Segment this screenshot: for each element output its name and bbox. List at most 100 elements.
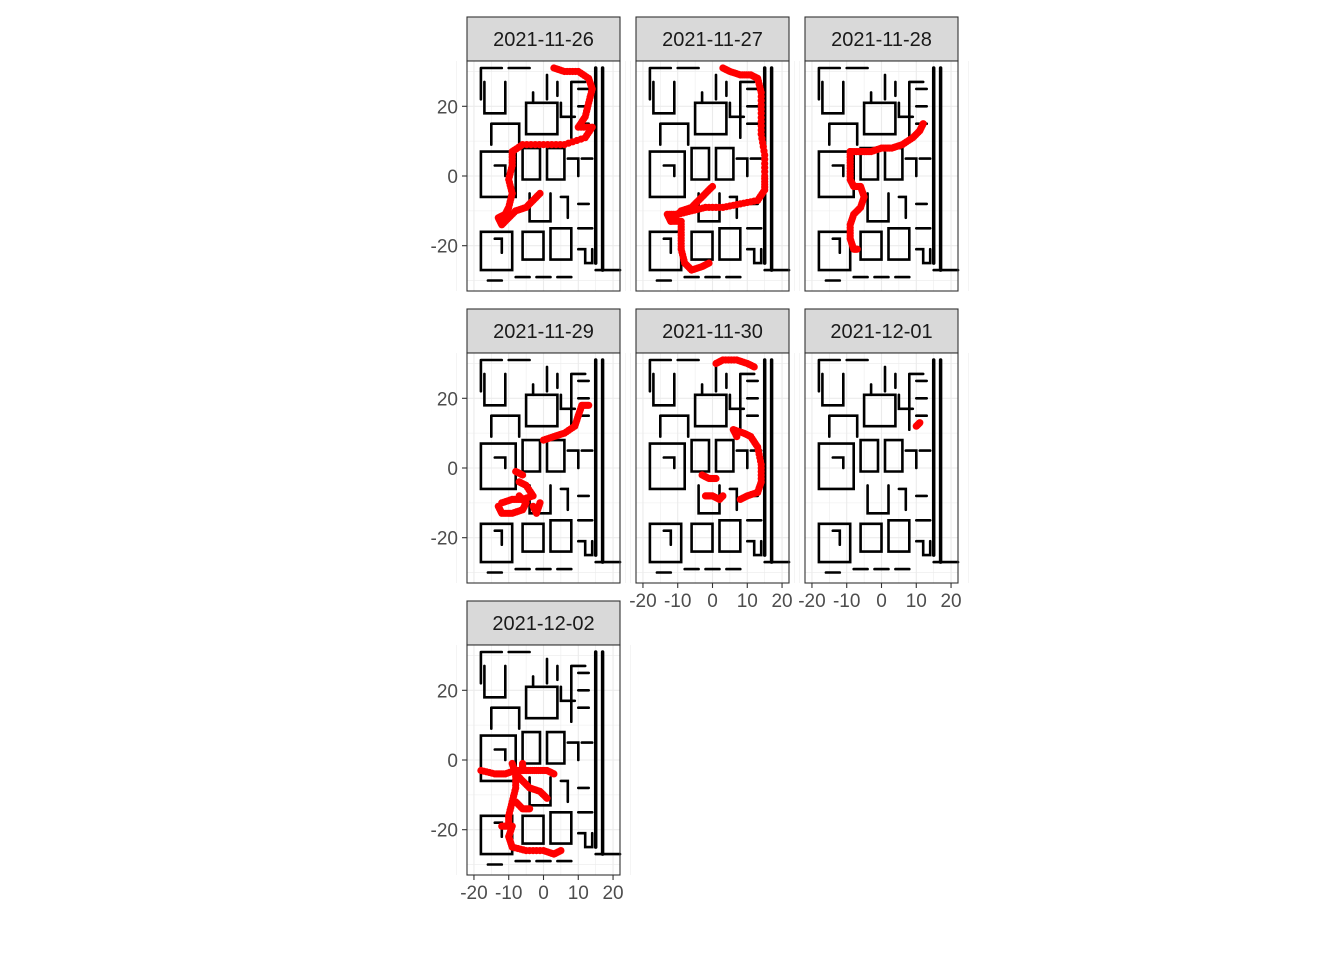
floorplan-wall: [862, 393, 897, 428]
facet-panel-2021-11-27: 2021-11-27: [625, 16, 800, 292]
floorplan-wall: [817, 230, 852, 272]
data-point: [712, 474, 720, 483]
floorplan-wall: [735, 449, 749, 470]
x-tick-label: -20: [460, 883, 487, 904]
floorplan-wall: [746, 87, 759, 125]
floorplan-wall: [690, 438, 711, 473]
data-point: [719, 492, 727, 500]
floorplan-wall: [828, 122, 859, 146]
floorplan-wall: [714, 365, 728, 393]
floorplan-wall: [817, 442, 855, 491]
position-points: [477, 759, 565, 858]
y-tick-label: 0: [447, 751, 458, 772]
floorplan-wall: [521, 522, 545, 553]
floorplan: [817, 66, 960, 282]
y-tick-label: 20: [437, 97, 458, 118]
floorplan-wall: [483, 664, 507, 699]
y-tick-label: 0: [447, 167, 458, 188]
data-point: [919, 120, 927, 128]
floorplan-wall: [479, 522, 514, 564]
floorplan-wall: [662, 529, 673, 546]
floorplan-wall: [866, 192, 890, 223]
floorplan-wall: [831, 237, 842, 254]
floorplan-wall: [908, 80, 925, 139]
floorplan-wall: [817, 522, 852, 564]
floorplan-wall: [479, 66, 531, 101]
floorplan-wall: [524, 393, 559, 428]
floorplan-wall: [493, 529, 504, 546]
floorplan-wall: [490, 414, 521, 438]
floorplan-wall: [545, 146, 566, 181]
floorplan: [479, 650, 622, 866]
data-point: [708, 182, 717, 191]
floorplan-wall: [746, 379, 759, 417]
facet-panel-2021-11-29: 2021-11-29 -20 0 20: [431, 308, 631, 584]
facet-strip-label: 2021-12-02: [492, 613, 594, 635]
x-tick-label: 10: [906, 591, 927, 612]
x-tick-label: -10: [664, 591, 691, 612]
data-point: [519, 471, 527, 479]
floorplan-wall: [559, 195, 570, 220]
floorplan-wall: [897, 195, 908, 220]
floorplan-wall: [521, 438, 542, 473]
floorplan-wall: [570, 664, 587, 723]
x-tick-label: 10: [737, 591, 758, 612]
data-point: [526, 805, 534, 813]
facet-strip-label: 2021-12-01: [830, 321, 932, 343]
floorplan-wall: [659, 122, 690, 146]
floorplan-wall: [521, 730, 542, 765]
floorplan-wall: [570, 80, 587, 139]
floorplan-wall: [883, 438, 904, 473]
data-point: [557, 847, 565, 855]
floorplan-wall: [714, 146, 735, 181]
facet-strip: [635, 308, 790, 354]
floorplan-wall: [714, 438, 735, 473]
data-point: [550, 770, 558, 778]
floorplan-wall: [570, 372, 587, 431]
floorplan-wall: [908, 372, 925, 431]
floorplan-wall: [862, 101, 897, 136]
y-tick-label: -20: [431, 821, 458, 842]
data-point: [585, 401, 593, 409]
floorplan-wall: [648, 230, 683, 272]
data-point: [515, 478, 523, 486]
panel-border: [635, 60, 790, 292]
floorplan-wall: [883, 365, 897, 393]
floorplan-wall: [545, 438, 566, 473]
floorplan-wall: [831, 164, 845, 178]
floorplan-wall: [883, 73, 897, 101]
floorplan-wall: [828, 414, 859, 438]
facet-strip: [466, 308, 621, 354]
floorplan-wall: [521, 230, 545, 261]
y-tick-label: 20: [437, 389, 458, 410]
floorplan-wall: [897, 487, 908, 512]
floorplan-wall: [490, 706, 521, 730]
facet-strip-label: 2021-11-30: [662, 321, 763, 343]
position-points: [912, 419, 924, 430]
floorplan-wall: [479, 442, 517, 491]
facet-panel-2021-11-26: 2021-11-26 -20 0 20: [431, 16, 631, 292]
data-point: [515, 492, 523, 500]
floorplan-wall: [493, 456, 507, 470]
floorplan-wall: [693, 393, 728, 428]
floorplan-wall: [652, 80, 676, 115]
floorplan-wall: [859, 438, 880, 473]
floorplan-wall: [490, 122, 521, 146]
floorplan-wall: [648, 358, 700, 393]
facet-strip-label: 2021-11-28: [831, 29, 932, 51]
floorplan-wall: [904, 449, 918, 470]
x-tick-label: -10: [833, 591, 860, 612]
facet-strip: [804, 16, 959, 62]
floorplan-wall: [746, 539, 763, 557]
position-points: [698, 356, 765, 503]
floorplan-wall: [739, 80, 756, 139]
floorplan-wall: [866, 484, 890, 515]
floorplan-wall: [566, 449, 580, 470]
floorplan-wall: [821, 80, 845, 115]
floorplan-wall: [659, 414, 690, 438]
facet-panel-2021-11-28: 2021-11-28: [794, 16, 969, 292]
data-point: [916, 419, 924, 427]
floorplan-wall: [690, 522, 714, 553]
y-tick-label: -20: [431, 529, 458, 550]
facet-strip: [635, 16, 790, 62]
